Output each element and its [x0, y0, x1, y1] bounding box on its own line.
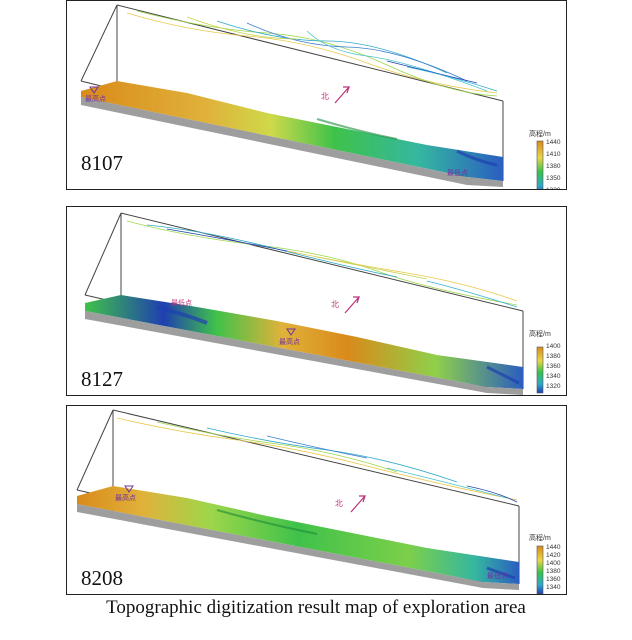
lowest-point-label: 最低点 — [447, 168, 468, 177]
terrain-3d-view: 北 最高点 最低点 — [76, 409, 544, 594]
legend-tick: 1420 — [546, 552, 561, 559]
legend-tick: 1320 — [546, 383, 561, 390]
terrain-surface — [81, 81, 503, 187]
terrain-panel-8107: 北 最高点 最低点 8107 高程/m 1440 1410 1380 1350 … — [66, 0, 567, 190]
legend-tick: 1320 — [546, 187, 560, 189]
north-label: 北 — [331, 300, 339, 309]
highest-point-marker-icon — [286, 328, 296, 336]
legend-tick: 1410 — [546, 151, 561, 158]
legend-title: 高程/m — [529, 131, 551, 138]
highest-point-marker-icon — [124, 485, 134, 493]
panel-label: 8107 — [81, 151, 123, 175]
highest-point-label: 最高点 — [115, 493, 136, 502]
contour-map — [126, 220, 518, 308]
panel-label: 8127 — [81, 367, 123, 391]
elevation-color-scale — [536, 545, 544, 594]
legend-tick: 1440 — [546, 544, 561, 551]
legend-tick: 1380 — [546, 353, 561, 360]
legend-tick: 1350 — [546, 175, 561, 182]
terrain-panel-8208: 北 最高点 最低点 8208 高程/m 1440 1420 1400 1380 … — [66, 405, 567, 595]
legend-tick: 1360 — [546, 576, 561, 583]
north-arrow-icon — [344, 296, 361, 314]
legend-tick: 1340 — [546, 584, 561, 591]
legend-tick: 1400 — [546, 560, 561, 567]
contour-map — [116, 417, 518, 503]
legend-title: 高程/m — [529, 331, 551, 338]
north-arrow-icon — [334, 86, 351, 104]
panel-label: 8208 — [81, 566, 123, 590]
legend-tick: 1340 — [546, 373, 561, 380]
terrain-surface — [85, 295, 523, 395]
lowest-point-label: 最低点 — [171, 298, 192, 307]
north-arrow-icon — [350, 495, 367, 513]
figure-caption: Topographic digitization result map of e… — [106, 597, 526, 618]
lowest-point-label: 最低点 — [487, 571, 508, 580]
elevation-color-scale — [536, 140, 544, 189]
terrain-3d-view: 北 最高点 最低点 — [80, 4, 544, 189]
legend-tick: 1380 — [546, 568, 561, 575]
legend-tick: 1440 — [546, 139, 561, 146]
legend-tick: 1400 — [546, 343, 561, 350]
highest-point-label: 最高点 — [85, 94, 106, 103]
north-label: 北 — [321, 92, 329, 101]
highest-point-marker-icon — [89, 86, 99, 94]
contour-map — [126, 10, 498, 97]
highest-point-label: 最高点 — [279, 337, 300, 346]
elevation-color-scale — [536, 346, 544, 394]
terrain-panel-8127: 北 最低点 最高点 8127 高程/m 1400 1380 1360 1340 … — [66, 206, 567, 396]
terrain-surface — [77, 486, 519, 590]
terrain-3d-view: 北 最低点 最高点 — [84, 212, 544, 395]
legend-tick: 1380 — [546, 163, 561, 170]
north-label: 北 — [335, 499, 343, 508]
legend-tick: 1360 — [546, 363, 561, 370]
legend-title: 高程/m — [529, 535, 551, 542]
